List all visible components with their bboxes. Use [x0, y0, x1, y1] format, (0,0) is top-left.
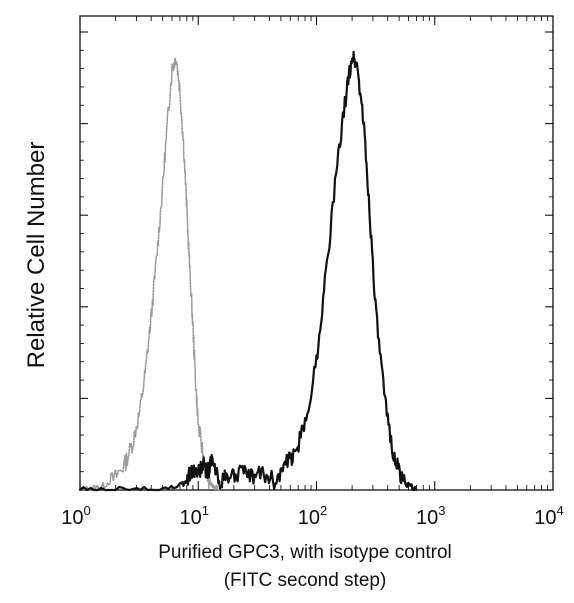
x-tick-label: 104 [534, 503, 563, 529]
x-tick-base: 10 [298, 507, 320, 529]
x-tick-label: 101 [180, 503, 209, 529]
x-tick-label: 100 [61, 503, 90, 529]
x-tick-base: 10 [534, 507, 556, 529]
x-tick-exponent: 3 [438, 503, 445, 518]
x-axis-label-line1: Purified GPC3, with isotype control [158, 542, 452, 563]
x-tick-base: 10 [180, 507, 202, 529]
x-tick-exponent: 2 [320, 503, 327, 518]
gpc3-histogram [78, 50, 418, 492]
axes [79, 15, 554, 491]
series-layer [78, 50, 418, 492]
x-tick-exponent: 4 [557, 503, 564, 518]
x-tick-base: 10 [416, 507, 438, 529]
plot-frame [79, 15, 554, 491]
isotype-control-histogram [79, 57, 220, 491]
x-tick-exponent: 1 [202, 503, 209, 518]
x-tick-label: 102 [298, 503, 327, 529]
x-tick-labels: 100 101 102 103 104 [61, 503, 563, 529]
x-tick-exponent: 0 [84, 503, 91, 518]
x-tick-base: 10 [61, 507, 83, 529]
x-tick-label: 103 [416, 503, 445, 529]
y-axis-label: Relative Cell Number [23, 142, 50, 369]
x-axis-label-line2: (FITC second step) [224, 570, 387, 591]
